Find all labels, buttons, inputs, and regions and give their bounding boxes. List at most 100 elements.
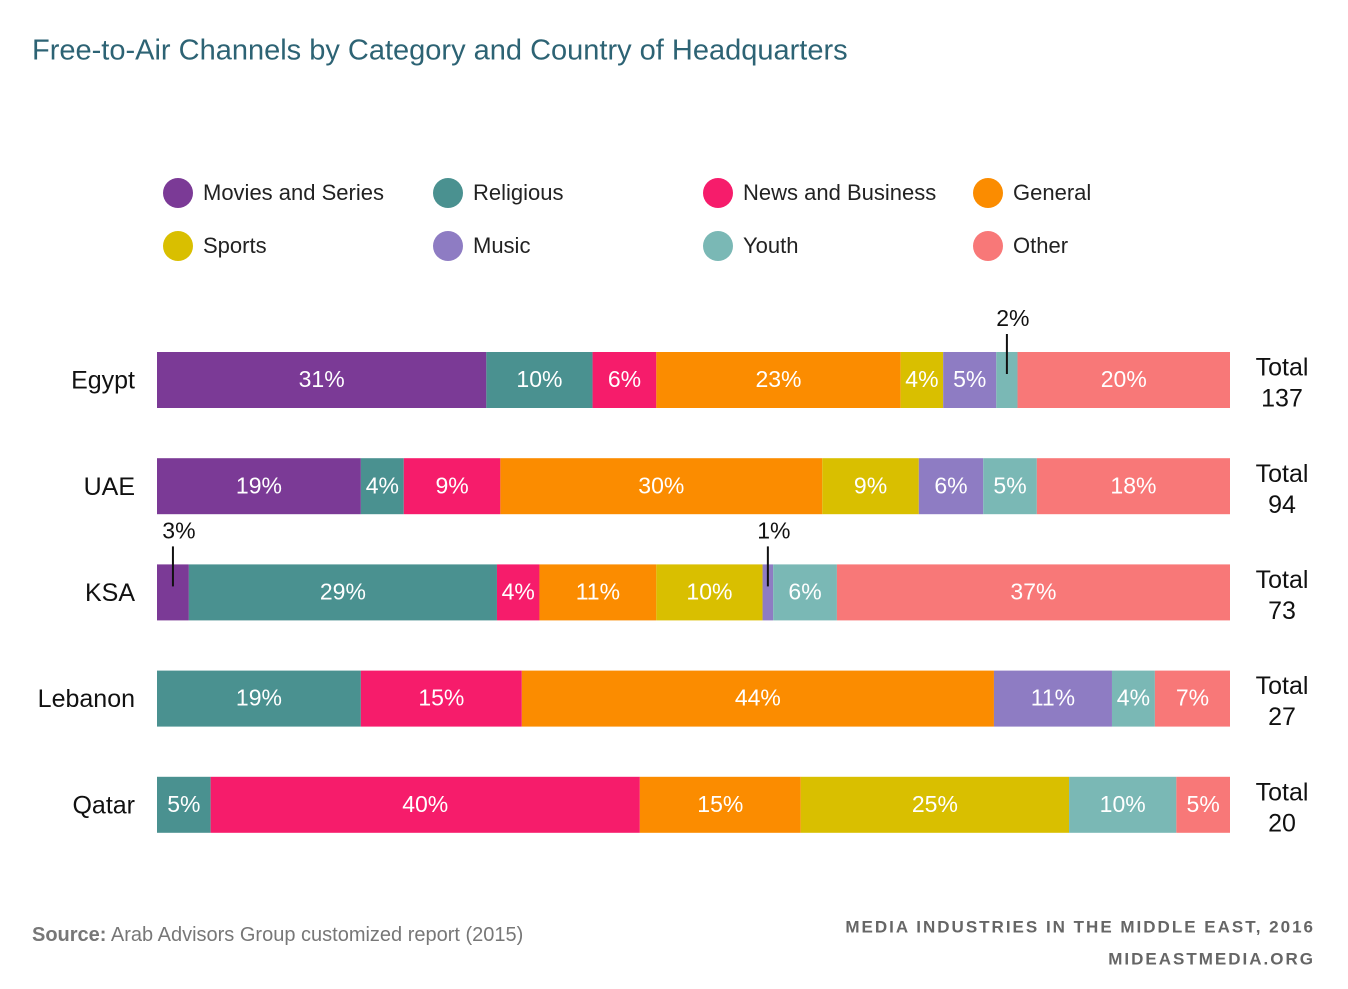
credit: MIDEASTMEDIA.ORG <box>1108 949 1315 968</box>
bar-segment <box>993 670 1112 727</box>
bar-segment <box>1154 670 1230 727</box>
bar-segment <box>639 776 801 833</box>
value-label: 10% <box>516 366 562 392</box>
credit: MEDIA INDUSTRIES IN THE MIDDLE EAST, 201… <box>845 917 1315 936</box>
value-label: 9% <box>854 472 887 498</box>
value-label: 25% <box>912 791 958 817</box>
value-label: 3% <box>162 517 195 543</box>
bar-segment <box>188 564 497 621</box>
value-label: 2% <box>996 305 1029 331</box>
bar-segment <box>900 352 944 408</box>
value-label: 5% <box>1187 791 1220 817</box>
value-label: 31% <box>299 366 345 392</box>
value-label: 11% <box>1031 685 1075 711</box>
legend-label: Movies and Series <box>203 180 384 205</box>
legend-label: General <box>1013 180 1091 205</box>
value-label: 30% <box>638 472 684 498</box>
value-label: 44% <box>735 685 781 711</box>
value-label: 4% <box>502 578 535 604</box>
value-label: 10% <box>686 578 732 604</box>
legend-swatch <box>433 231 463 261</box>
total-label: Total <box>1256 354 1309 382</box>
source: Source: Arab Advisors Group customized r… <box>32 924 523 946</box>
value-label: 18% <box>1110 472 1156 498</box>
source-text: Arab Advisors Group customized report (2… <box>111 924 523 946</box>
legend-label: Youth <box>743 233 798 258</box>
legend-label: News and Business <box>743 180 936 205</box>
value-label: 6% <box>788 578 821 604</box>
legend-swatch <box>163 178 193 208</box>
category-label: Qatar <box>72 791 135 819</box>
bar-segment <box>403 458 501 515</box>
bar-segment <box>656 352 901 408</box>
value-label: 4% <box>1117 685 1150 711</box>
bar-segment <box>360 458 404 515</box>
bar-segment <box>1111 670 1155 727</box>
bar-segment <box>521 670 994 727</box>
bar-segment <box>762 564 774 621</box>
value-label: 19% <box>236 685 282 711</box>
total-value: 73 <box>1268 597 1296 625</box>
value-label: 5% <box>953 366 986 392</box>
value-label: 11% <box>576 578 620 604</box>
value-label: 6% <box>608 366 641 392</box>
bar-segment <box>822 458 919 515</box>
bar-segment <box>592 352 657 408</box>
value-label: 1% <box>757 517 790 543</box>
bar-segment <box>836 564 1230 621</box>
value-label: 9% <box>435 472 468 498</box>
bar-segment <box>496 564 540 621</box>
source-label: Source: <box>32 924 106 946</box>
bar-segment <box>500 458 823 515</box>
total-value: 27 <box>1268 703 1296 731</box>
total-label: Total <box>1256 672 1309 700</box>
value-label: 5% <box>993 472 1026 498</box>
value-label: 5% <box>167 791 200 817</box>
total-label: Total <box>1256 778 1309 806</box>
bar-segment <box>1017 352 1230 408</box>
legend-swatch <box>163 231 193 261</box>
value-label: 10% <box>1100 791 1146 817</box>
total-value: 137 <box>1261 385 1303 413</box>
category-label: KSA <box>85 579 135 607</box>
value-label: 29% <box>320 578 366 604</box>
total-label: Total <box>1256 566 1309 594</box>
total-value: 20 <box>1268 809 1296 837</box>
value-label: 20% <box>1101 366 1147 392</box>
legend-label: Religious <box>473 180 564 205</box>
bar-segment <box>773 564 837 621</box>
chart-title: Free-to-Air Channels by Category and Cou… <box>32 35 848 67</box>
bar-segment <box>943 352 997 408</box>
legend-swatch <box>433 178 463 208</box>
value-label: 6% <box>934 472 967 498</box>
bar-segment <box>157 776 211 833</box>
bar-segment <box>996 352 1018 408</box>
legend-swatch <box>703 231 733 261</box>
legend-label: Music <box>473 233 530 258</box>
total-label: Total <box>1256 460 1309 488</box>
legend-swatch <box>973 178 1003 208</box>
value-label: 4% <box>905 366 938 392</box>
legend-swatch <box>703 178 733 208</box>
value-label: 19% <box>236 472 282 498</box>
bar-segment <box>983 458 1037 515</box>
value-label: 15% <box>697 791 743 817</box>
bar-segment <box>157 352 487 408</box>
bar-segment <box>1069 776 1177 833</box>
category-label: Egypt <box>71 367 135 395</box>
bar-segment <box>486 352 593 408</box>
value-label: 15% <box>418 685 464 711</box>
legend-label: Sports <box>203 233 267 258</box>
bar-segment <box>918 458 984 515</box>
bar-segment <box>360 670 522 727</box>
value-label: 40% <box>402 791 448 817</box>
bar-segment <box>1036 458 1230 515</box>
category-label: UAE <box>84 473 135 501</box>
value-label: 37% <box>1010 578 1056 604</box>
bar-segment <box>157 458 361 515</box>
value-label: 23% <box>755 366 801 392</box>
bar-segment <box>210 776 640 833</box>
legend-swatch <box>973 231 1003 261</box>
bar-segment <box>157 670 361 727</box>
